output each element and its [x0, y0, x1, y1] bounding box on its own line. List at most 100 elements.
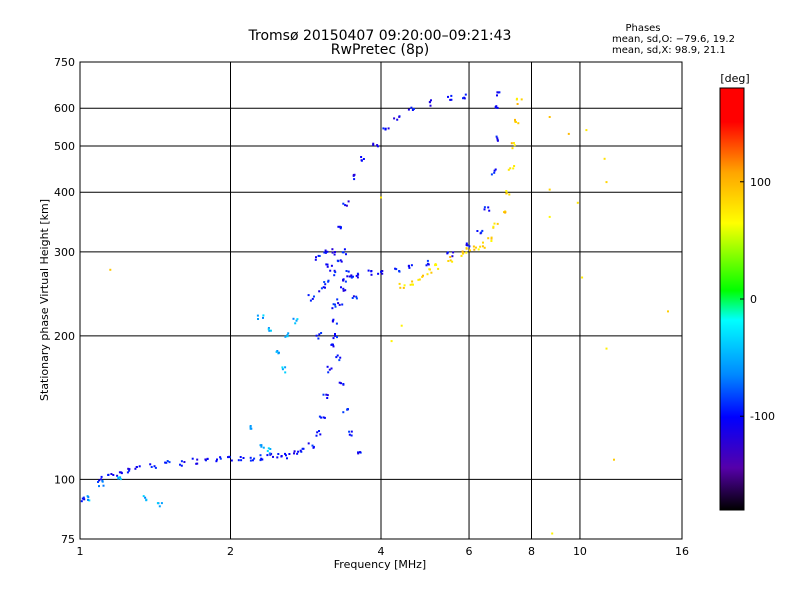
data-point	[340, 260, 343, 263]
data-point	[183, 461, 186, 463]
data-point	[98, 479, 101, 482]
data-point	[465, 251, 468, 254]
data-point	[508, 193, 511, 196]
data-point	[324, 286, 326, 289]
data-point	[102, 484, 105, 487]
data-point	[204, 458, 207, 461]
data-point	[266, 454, 269, 457]
data-point	[428, 100, 431, 103]
data-point	[372, 142, 375, 145]
data-point	[326, 365, 329, 368]
data-point	[377, 272, 380, 275]
data-point	[475, 246, 477, 249]
data-point	[581, 276, 584, 279]
data-point	[504, 211, 507, 214]
data-point	[259, 459, 262, 462]
data-point	[317, 337, 320, 340]
data-point	[435, 264, 438, 266]
data-point	[396, 118, 399, 121]
data-point	[284, 366, 287, 369]
data-point	[504, 210, 507, 213]
stats-o-line: mean, sd,O: −79.6, 19.2	[612, 34, 735, 45]
data-point	[336, 354, 339, 357]
data-point	[327, 371, 330, 374]
data-point	[196, 458, 199, 461]
data-point	[240, 459, 243, 462]
data-point	[398, 115, 401, 118]
data-point	[551, 532, 554, 535]
data-point	[294, 322, 297, 325]
data-point	[516, 103, 519, 105]
data-point	[367, 269, 370, 272]
data-point	[355, 297, 358, 300]
data-point	[567, 132, 570, 135]
data-point	[119, 476, 122, 479]
x-tick-label: 2	[227, 545, 234, 558]
data-point	[330, 367, 333, 370]
data-point	[394, 267, 397, 270]
data-point	[297, 450, 300, 453]
data-point	[410, 264, 413, 267]
data-point	[352, 174, 355, 176]
data-point	[356, 276, 359, 279]
x-tick-label: 4	[378, 545, 385, 558]
y-axis-label: Stationary phase Virtual Height [km]	[38, 199, 51, 401]
data-point	[311, 444, 314, 447]
data-point	[407, 108, 410, 111]
data-point	[332, 318, 335, 321]
data-point	[452, 251, 455, 254]
data-point	[346, 275, 349, 278]
data-point	[355, 274, 358, 277]
data-point	[483, 208, 486, 211]
data-point	[325, 263, 328, 266]
data-point	[514, 118, 516, 121]
data-point	[513, 144, 516, 147]
data-point	[253, 457, 256, 460]
data-point	[333, 269, 336, 272]
colorbar-label: [deg]	[720, 72, 749, 85]
data-point	[495, 135, 498, 138]
y-tick-label: 75	[61, 533, 75, 546]
data-point	[277, 453, 280, 455]
data-point	[520, 98, 523, 101]
data-point	[387, 127, 390, 130]
data-point	[227, 456, 229, 459]
data-point	[334, 305, 337, 308]
data-point	[460, 254, 463, 257]
data-point	[509, 167, 512, 170]
data-point	[342, 287, 345, 290]
data-point	[331, 320, 334, 323]
x-tick-label: 16	[675, 545, 689, 558]
y-tick-label: 600	[54, 102, 75, 115]
data-point	[342, 411, 345, 414]
data-point	[399, 286, 402, 289]
data-point	[257, 318, 259, 320]
data-point	[376, 144, 379, 147]
data-point	[315, 434, 318, 437]
data-point	[353, 178, 356, 181]
data-point	[323, 251, 326, 254]
data-point	[429, 104, 432, 107]
data-point	[87, 498, 89, 501]
data-point	[322, 286, 325, 289]
data-point	[494, 105, 497, 108]
data-point	[408, 266, 411, 269]
data-point	[100, 475, 103, 478]
data-point	[100, 478, 103, 481]
data-point	[327, 280, 330, 283]
data-point	[488, 209, 491, 212]
data-point	[348, 433, 351, 436]
data-point	[296, 318, 299, 321]
data-point	[480, 231, 483, 234]
data-point	[407, 265, 410, 268]
data-point	[239, 456, 242, 458]
data-point	[350, 434, 353, 437]
data-point	[483, 206, 486, 209]
data-point	[293, 450, 296, 453]
data-point	[326, 263, 329, 266]
data-point	[496, 94, 498, 97]
data-point	[331, 251, 334, 254]
data-point	[422, 274, 424, 277]
data-point	[268, 452, 271, 455]
data-point	[342, 278, 345, 281]
